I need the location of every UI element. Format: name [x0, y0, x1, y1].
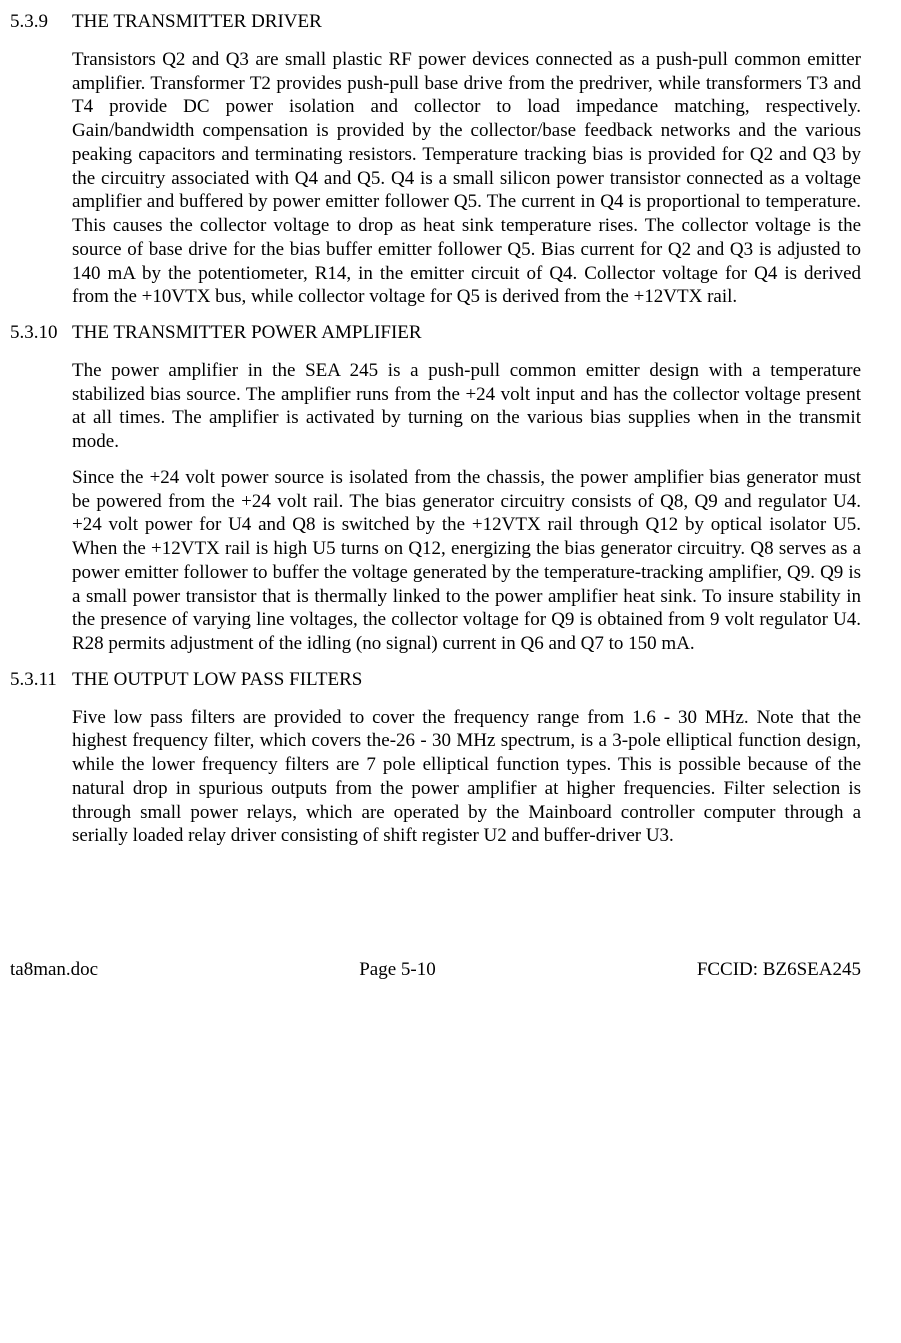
section-title: THE TRANSMITTER POWER AMPLIFIER [72, 321, 861, 345]
section-header: 5.3.10 THE TRANSMITTER POWER AMPLIFIER [10, 321, 861, 345]
footer-center: Page 5-10 [359, 958, 436, 982]
section-number: 5.3.11 [10, 668, 72, 692]
body-paragraph: The power amplifier in the SEA 245 is a … [72, 359, 861, 454]
section-number: 5.3.9 [10, 10, 72, 34]
section-title: THE OUTPUT LOW PASS FILTERS [72, 668, 861, 692]
body-paragraph: Five low pass filters are provided to co… [72, 706, 861, 849]
body-paragraph: Since the +24 volt power source is isola… [72, 466, 861, 656]
section-number: 5.3.10 [10, 321, 72, 345]
section-title: THE TRANSMITTER DRIVER [72, 10, 861, 34]
body-paragraph: Transistors Q2 and Q3 are small plastic … [72, 48, 861, 309]
footer-left: ta8man.doc [10, 958, 98, 982]
footer-right: FCCID: BZ6SEA245 [697, 958, 861, 982]
section-header: 5.3.9 THE TRANSMITTER DRIVER [10, 10, 861, 34]
section-header: 5.3.11 THE OUTPUT LOW PASS FILTERS [10, 668, 861, 692]
page-footer: ta8man.doc Page 5-10 FCCID: BZ6SEA245 [10, 958, 861, 982]
